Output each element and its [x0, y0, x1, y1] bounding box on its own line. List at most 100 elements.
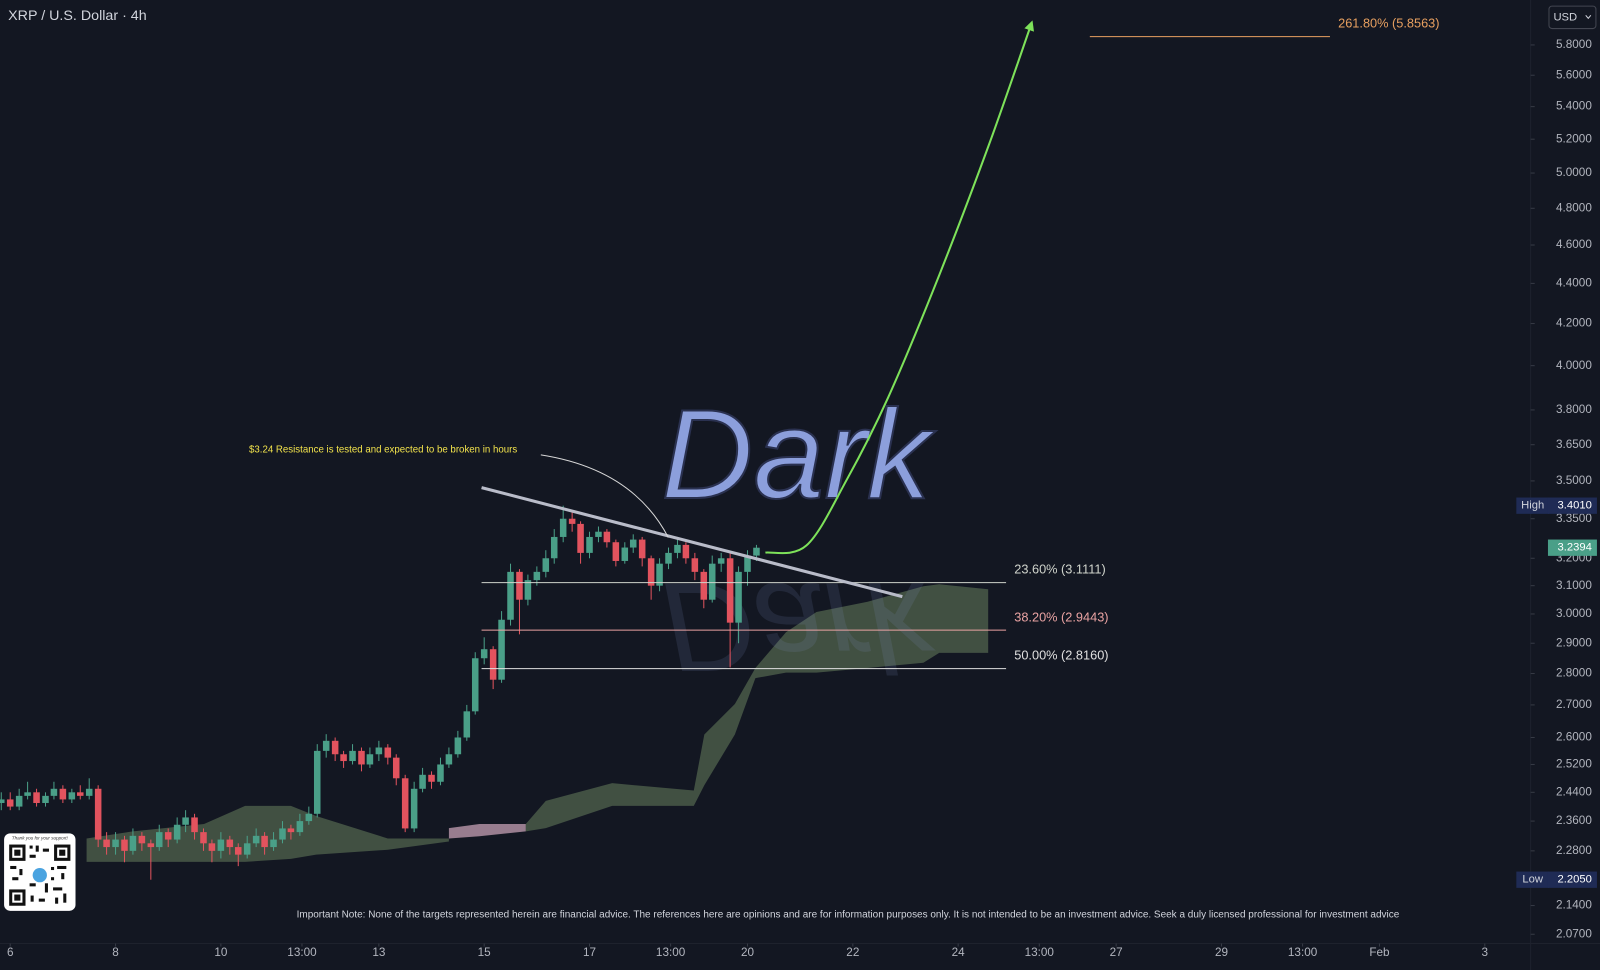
candle-body	[261, 835, 268, 848]
candle-body	[340, 754, 347, 762]
qr-logo	[32, 868, 47, 883]
ichimoku-cloud	[525, 584, 989, 832]
candle-body	[638, 539, 646, 559]
candle-body	[287, 828, 295, 833]
annotation: $3.24 Resistance is tested and expected …	[249, 444, 517, 455]
x-tick-label: 15	[478, 946, 492, 959]
candle-body	[138, 835, 146, 844]
candle-body	[331, 740, 339, 755]
y-tick-label: 2.2800	[1556, 844, 1592, 857]
y-tick-label: 3.1000	[1556, 579, 1592, 592]
last-price-box	[1547, 539, 1597, 556]
candle-body	[516, 571, 523, 600]
x-tick-label: 13	[372, 946, 385, 959]
y-tick-label: 2.3600	[1556, 814, 1592, 827]
candle-body	[708, 563, 716, 600]
candle-body	[384, 747, 392, 758]
candle-body	[437, 764, 444, 782]
candle-body	[603, 531, 611, 543]
candle-body	[94, 788, 102, 840]
high-tag	[1516, 497, 1549, 514]
x-tick-label: 27	[1110, 946, 1123, 959]
candle-body	[243, 843, 251, 855]
candle-body	[744, 555, 751, 572]
candle-body	[358, 750, 365, 765]
candle-body	[112, 839, 119, 848]
fib-label: 50.00% (2.8160)	[1014, 648, 1108, 663]
candle-body	[454, 737, 462, 755]
candle-body	[217, 839, 225, 851]
x-tick-label: 6	[7, 946, 14, 959]
x-tick-label: 10	[214, 946, 228, 959]
candle-body	[577, 523, 584, 553]
candle-body	[665, 552, 672, 564]
candle-body	[103, 839, 110, 848]
y-tick-label: 3.6500	[1556, 438, 1592, 451]
y-tick-label: 5.6000	[1556, 68, 1592, 81]
candle-body	[349, 750, 356, 762]
y-tick-label: 2.5200	[1556, 758, 1592, 771]
candle-body	[313, 750, 321, 814]
candle-body	[717, 558, 725, 564]
y-tick-label: 4.4000	[1556, 276, 1592, 289]
y-tick-label: 2.6000	[1556, 731, 1592, 744]
x-tick-label: Feb	[1369, 946, 1390, 959]
candle-body	[279, 828, 286, 840]
candle-body	[226, 839, 234, 848]
y-tick-label: 3.3500	[1556, 512, 1592, 525]
watermark-reflection: Dark	[661, 555, 937, 697]
candle-body	[15, 795, 23, 807]
candle-body	[234, 847, 242, 855]
fib-label: 38.20% (2.9443)	[1014, 609, 1108, 624]
candle-body	[42, 795, 49, 803]
candle-body	[471, 658, 479, 712]
candle-body	[559, 518, 567, 537]
y-tick-label: 2.7000	[1556, 698, 1592, 711]
y-tick-label: 3.0000	[1556, 607, 1592, 620]
y-tick-label: 4.8000	[1556, 201, 1592, 214]
chevron[interactable]	[1585, 14, 1592, 20]
candle-body	[498, 619, 505, 680]
ichimoku-cloud	[448, 824, 526, 839]
currency-label[interactable]: USD	[1553, 11, 1577, 23]
x-tick-label: 20	[741, 946, 755, 959]
candle-body	[595, 531, 602, 537]
x-tick-label: 8	[112, 946, 119, 959]
candle-body	[480, 649, 488, 659]
candle-body	[726, 558, 734, 623]
candle-body	[85, 788, 93, 796]
fib-label: 261.80% (5.8563)	[1338, 16, 1439, 31]
candle-body	[68, 792, 76, 800]
candle-body	[691, 558, 699, 572]
y-tick-label: 2.1400	[1556, 899, 1592, 912]
candle-body	[682, 544, 690, 559]
x-tick-label: 13:00	[656, 946, 686, 959]
x-tick-label: 29	[1215, 946, 1228, 959]
candle-body	[208, 843, 216, 851]
candle-body	[155, 832, 163, 848]
y-tick-label: 5.2000	[1556, 132, 1592, 145]
qr-code: Thank you for your support!	[4, 833, 76, 911]
candle-body	[305, 813, 313, 822]
y-tick-label: 3.5000	[1556, 474, 1592, 487]
y-tick-label: 2.9000	[1556, 636, 1592, 649]
currency-button[interactable]: USD	[1548, 5, 1597, 30]
qr-pattern	[9, 844, 71, 906]
x-tick-label: 13:00	[287, 946, 317, 959]
currency-button-frame[interactable]	[1548, 5, 1597, 30]
symbol-title: XRP / U.S. Dollar · 4h	[8, 8, 147, 24]
candle-body	[586, 536, 593, 553]
candle-body	[533, 571, 541, 581]
candle-body	[392, 757, 400, 779]
y-tick-label: 5.8000	[1556, 38, 1592, 51]
low-value: 2.2050	[1558, 874, 1592, 886]
low-value-box	[1547, 871, 1597, 888]
candle-body	[753, 547, 760, 556]
annotation-arrow	[540, 454, 669, 538]
high-value-box	[1547, 497, 1597, 514]
y-tick-label: 3.8000	[1556, 403, 1592, 416]
candle-body	[445, 754, 453, 765]
candle-body	[33, 792, 40, 803]
candle-body	[147, 843, 155, 848]
